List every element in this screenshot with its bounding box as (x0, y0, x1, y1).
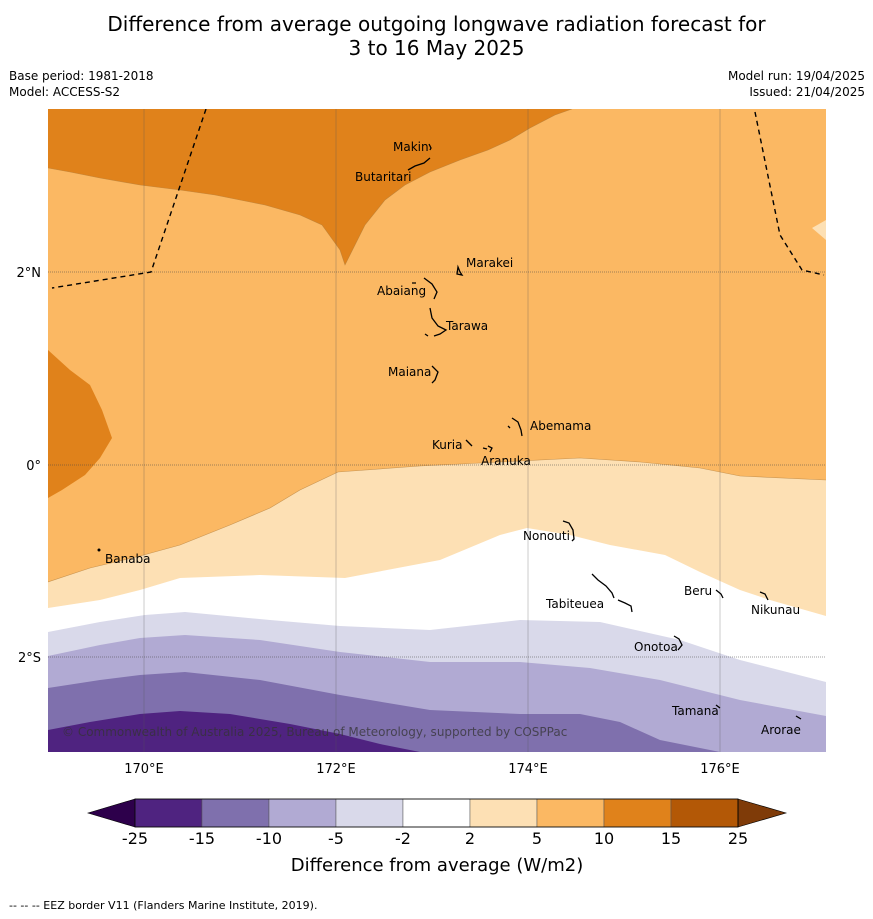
colorbar-segment (402, 798, 471, 828)
island-nikunau (759, 591, 769, 601)
eez-footnote: -- -- -- EEZ border V11 (Flanders Marine… (9, 899, 318, 912)
label-kuria: Kuria (432, 438, 463, 452)
title-line-1: Difference from average outgoing longwav… (107, 12, 766, 36)
lat-tick-2s: 2°S (18, 651, 41, 666)
island-marakei (456, 264, 464, 276)
colorbar-tick-label: 2 (465, 829, 475, 848)
eez-border (51, 109, 825, 289)
meta-left: Base period: 1981-2018 Model: ACCESS-S2 (9, 68, 154, 100)
copyright-notice: © Commonwealth of Australia 2025, Bureau… (62, 725, 567, 739)
colorbar-tick-label: 5 (532, 829, 542, 848)
colorbar-segment (335, 798, 404, 828)
island-aranuka (482, 445, 493, 453)
colorbar-segment (536, 798, 605, 828)
label-onotoa: Onotoa (634, 640, 678, 654)
island-maiana (431, 365, 439, 384)
colorbar-outline (134, 798, 739, 828)
island-tabiteuea (591, 573, 633, 613)
colorbar-segment (603, 798, 672, 828)
colorbar-tick-label: 10 (594, 829, 614, 848)
island-onotoa (673, 635, 683, 651)
lon-tick-174: 174°E (508, 762, 548, 777)
island-makin (428, 143, 432, 151)
island-abaiang (412, 277, 438, 300)
label-nonouti: Nonouti (523, 529, 570, 543)
lon-tick-labels: 170°E 172°E 174°E 176°E (124, 762, 740, 777)
band-m25-m15 (48, 711, 420, 752)
model-run: Model run: 19/04/2025 (727, 69, 865, 83)
colorbar-tick-label: 15 (661, 829, 681, 848)
label-tarawa: Tarawa (445, 319, 488, 333)
patch-east (812, 220, 826, 240)
colorbar-tick-label: 25 (728, 829, 748, 848)
lon-tick-170: 170°E (124, 762, 164, 777)
label-tamana: Tamana (671, 704, 719, 718)
contour-fills: Makin Butaritari Marakei Abaiang Tarawa … (48, 109, 826, 752)
lat-tick-0: 0° (26, 459, 41, 474)
colorbar-tick-label: -15 (189, 829, 215, 848)
label-nikunau: Nikunau (751, 603, 800, 617)
island-beru (715, 589, 724, 599)
lon-tick-172: 172°E (316, 762, 356, 777)
colorbar-tick-label: -2 (395, 829, 411, 848)
colorbar-tick-label: -5 (328, 829, 344, 848)
colorbar: -25 -15 -10 -5 -2 2 5 10 15 25 Difference from av… (86, 798, 788, 876)
colorbar-segments (134, 798, 739, 828)
title-line-2: 3 to 16 May 2025 (348, 36, 525, 60)
lon-tick-176: 176°E (700, 762, 740, 777)
colorbar-segment (268, 798, 337, 828)
band-10-15-north (48, 109, 572, 265)
graticule (143, 109, 721, 752)
lat-tick-2n: 2°N (17, 266, 42, 281)
islands (97, 143, 802, 720)
parallels (48, 271, 826, 658)
lat-tick-labels: 2°N 0° 2°S (17, 266, 42, 666)
label-tabiteuea: Tabiteuea (545, 597, 604, 611)
label-abaiang: Abaiang (377, 284, 426, 298)
colorbar-segment (201, 798, 270, 828)
island-butaritari (407, 157, 431, 171)
band-10-15-west (48, 350, 112, 498)
label-maiana: Maiana (388, 365, 431, 379)
island-abemama (507, 417, 523, 437)
label-marakei: Marakei (466, 256, 513, 270)
label-butaritari: Butaritari (355, 170, 412, 184)
model-name: Model: ACCESS-S2 (9, 85, 121, 99)
meta-right: Model run: 19/04/2025 Issued: 21/04/2025 (728, 68, 865, 100)
island-tarawa (424, 307, 448, 337)
colorbar-tick-label: -10 (256, 829, 282, 848)
colorbar-segment (134, 798, 203, 828)
island-banaba (97, 548, 101, 552)
colorbar-label: Difference from average (W/m2) (291, 855, 583, 876)
label-makin: Makin (393, 140, 429, 154)
island-arorae (795, 715, 802, 720)
issued-date: Issued: 21/04/2025 (749, 85, 865, 99)
base-period: Base period: 1981-2018 (9, 69, 154, 83)
label-arorae: Arorae (761, 723, 801, 737)
label-beru: Beru (684, 584, 712, 598)
place-labels: Makin Butaritari Marakei Abaiang Tarawa … (105, 140, 801, 737)
label-abemama: Abemama (530, 419, 591, 433)
colorbar-under-arrow (86, 798, 136, 828)
island-nonouti (562, 520, 575, 542)
island-tamana (715, 704, 721, 709)
colorbar-over-arrow (737, 798, 788, 828)
colorbar-segment (469, 798, 538, 828)
colorbar-tick-label: -25 (122, 829, 148, 848)
label-aranuka: Aranuka (481, 454, 531, 468)
colorbar-tick-labels: -25 -15 -10 -5 -2 2 5 10 15 25 (122, 829, 748, 848)
island-kuria (465, 439, 473, 447)
map-title: Difference from average outgoing longwav… (0, 12, 873, 60)
label-banaba: Banaba (105, 552, 151, 566)
colorbar-segment (670, 798, 739, 828)
